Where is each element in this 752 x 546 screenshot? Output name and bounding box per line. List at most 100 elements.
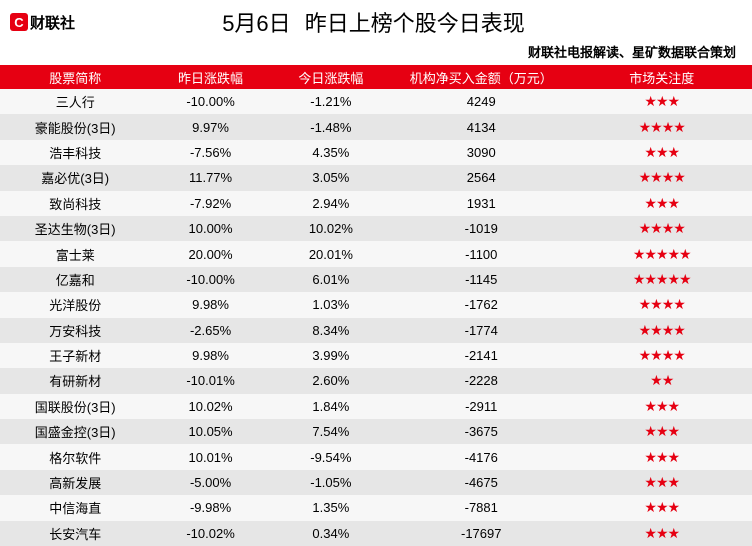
cell-yest: -7.56% <box>150 145 270 160</box>
cell-stars: ★★★ <box>571 474 751 491</box>
table-row: 格尔软件10.01%-9.54%-4176★★★ <box>0 444 752 469</box>
cell-name: 光洋股份 <box>0 295 150 314</box>
cell-netbuy: -1762 <box>391 297 571 312</box>
cell-netbuy: 1931 <box>391 196 571 211</box>
subtitle: 财联社电报解读、星矿数据联合策划 <box>0 40 752 65</box>
cell-stars: ★★★★★ <box>571 271 751 288</box>
cell-name: 万安科技 <box>0 321 150 340</box>
cell-netbuy: -3675 <box>391 424 571 439</box>
cell-stars: ★★★★ <box>571 220 751 237</box>
col-header-name: 股票简称 <box>0 68 150 87</box>
cell-today: 1.03% <box>271 297 391 312</box>
cell-stars: ★★★★ <box>571 347 751 364</box>
table-row: 圣达生物(3日)10.00%10.02%-1019★★★★ <box>0 216 752 241</box>
title-date: 5月6日 <box>222 11 290 36</box>
cell-netbuy: -2911 <box>391 399 571 414</box>
cell-yest: 20.00% <box>150 247 270 262</box>
cell-today: -1.05% <box>271 475 391 490</box>
cell-today: -9.54% <box>271 450 391 465</box>
cell-yest: -10.01% <box>150 373 270 388</box>
cell-netbuy: -17697 <box>391 526 571 541</box>
cell-netbuy: 3090 <box>391 145 571 160</box>
cell-name: 格尔软件 <box>0 448 150 467</box>
table-row: 浩丰科技-7.56%4.35%3090★★★ <box>0 140 752 165</box>
cell-netbuy: 4249 <box>391 94 571 109</box>
cell-netbuy: -1100 <box>391 247 571 262</box>
cell-name: 国盛金控(3日) <box>0 422 150 441</box>
cell-today: 6.01% <box>271 272 391 287</box>
cell-today: 1.84% <box>271 399 391 414</box>
header-row: C 财联社 5月6日 昨日上榜个股今日表现 <box>0 0 752 40</box>
table-row: 长安汽车-10.02%0.34%-17697★★★ <box>0 521 752 546</box>
cell-yest: 11.77% <box>150 170 270 185</box>
cell-name: 豪能股份(3日) <box>0 118 150 137</box>
page-title: 5月6日 昨日上榜个股今日表现 <box>75 6 672 38</box>
cell-name: 高新发展 <box>0 473 150 492</box>
cell-netbuy: -1774 <box>391 323 571 338</box>
cell-name: 亿嘉和 <box>0 270 150 289</box>
cell-stars: ★★★ <box>571 525 751 542</box>
cell-netbuy: -4176 <box>391 450 571 465</box>
cell-name: 富士莱 <box>0 245 150 264</box>
cell-yest: -10.00% <box>150 94 270 109</box>
page-container: C 财联社 5月6日 昨日上榜个股今日表现 财联社电报解读、星矿数据联合策划 股… <box>0 0 752 540</box>
cell-today: 20.01% <box>271 247 391 262</box>
cell-stars: ★★★★ <box>571 169 751 186</box>
cell-name: 致尚科技 <box>0 194 150 213</box>
cell-yest: 9.98% <box>150 348 270 363</box>
cell-today: 2.60% <box>271 373 391 388</box>
cell-netbuy: -7881 <box>391 500 571 515</box>
cell-yest: -10.00% <box>150 272 270 287</box>
logo-text: 财联社 <box>30 12 75 33</box>
col-header-today: 今日涨跌幅 <box>271 68 391 87</box>
table-row: 亿嘉和-10.00%6.01%-1145★★★★★ <box>0 267 752 292</box>
cell-today: 1.35% <box>271 500 391 515</box>
cell-name: 有研新材 <box>0 371 150 390</box>
cell-stars: ★★★ <box>571 144 751 161</box>
table-row: 中信海直-9.98%1.35%-7881★★★ <box>0 495 752 520</box>
cell-stars: ★★★ <box>571 398 751 415</box>
cell-yest: -7.92% <box>150 196 270 211</box>
cell-stars: ★★★ <box>571 449 751 466</box>
cell-yest: -2.65% <box>150 323 270 338</box>
table-row: 国盛金控(3日)10.05%7.54%-3675★★★ <box>0 419 752 444</box>
cell-yest: 10.00% <box>150 221 270 236</box>
logo-area: C 财联社 <box>10 12 75 33</box>
title-main: 昨日上榜个股今日表现 <box>305 11 525 36</box>
cell-netbuy: -2141 <box>391 348 571 363</box>
logo-badge: C <box>10 13 28 31</box>
cell-today: 3.99% <box>271 348 391 363</box>
cell-stars: ★★★ <box>571 423 751 440</box>
table-row: 嘉必优(3日)11.77%3.05%2564★★★★ <box>0 165 752 190</box>
cell-yest: 10.02% <box>150 399 270 414</box>
table-row: 有研新材-10.01%2.60%-2228★★ <box>0 368 752 393</box>
cell-stars: ★★★★ <box>571 322 751 339</box>
cell-netbuy: 4134 <box>391 120 571 135</box>
cell-today: 10.02% <box>271 221 391 236</box>
cell-name: 国联股份(3日) <box>0 397 150 416</box>
table-row: 国联股份(3日)10.02%1.84%-2911★★★ <box>0 394 752 419</box>
cell-today: 4.35% <box>271 145 391 160</box>
col-header-yest: 昨日涨跌幅 <box>150 68 270 87</box>
data-table: 股票简称 昨日涨跌幅 今日涨跌幅 机构净买入金额（万元） 市场关注度 三人行-1… <box>0 65 752 546</box>
cell-yest: 10.01% <box>150 450 270 465</box>
table-row: 高新发展-5.00%-1.05%-4675★★★ <box>0 470 752 495</box>
cell-today: -1.48% <box>271 120 391 135</box>
cell-name: 中信海直 <box>0 498 150 517</box>
cell-stars: ★★★ <box>571 93 751 110</box>
cell-stars: ★★★ <box>571 499 751 516</box>
cell-name: 浩丰科技 <box>0 143 150 162</box>
cell-today: 7.54% <box>271 424 391 439</box>
table-row: 光洋股份9.98%1.03%-1762★★★★ <box>0 292 752 317</box>
cell-netbuy: -1145 <box>391 272 571 287</box>
cell-yest: 9.97% <box>150 120 270 135</box>
cell-yest: -9.98% <box>150 500 270 515</box>
cell-name: 圣达生物(3日) <box>0 219 150 238</box>
cell-yest: 9.98% <box>150 297 270 312</box>
cell-today: -1.21% <box>271 94 391 109</box>
cell-stars: ★★ <box>571 372 751 389</box>
cell-yest: -10.02% <box>150 526 270 541</box>
cell-today: 2.94% <box>271 196 391 211</box>
col-header-stars: 市场关注度 <box>571 68 751 87</box>
cell-today: 0.34% <box>271 526 391 541</box>
